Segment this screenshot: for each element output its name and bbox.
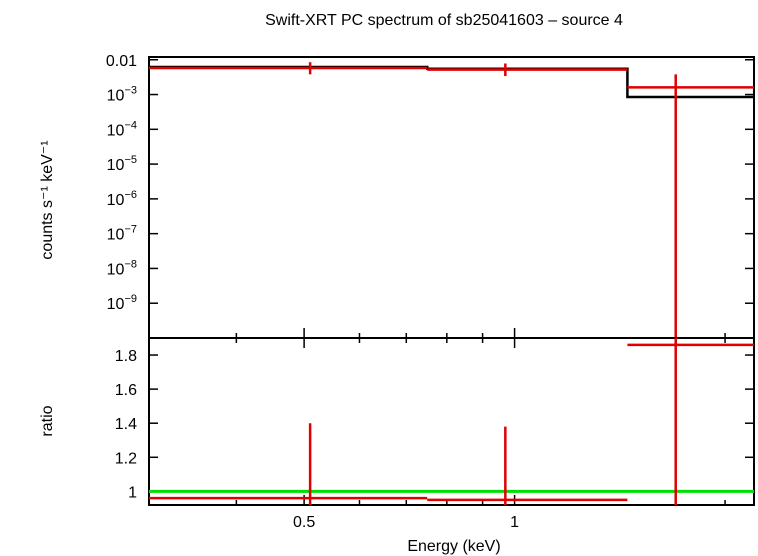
spectrum-y-tick-label: 10−8 xyxy=(107,258,137,278)
x-axis-label: Energy (keV) xyxy=(407,538,500,555)
model-step-line xyxy=(149,65,754,99)
spectrum-series xyxy=(149,62,754,338)
x-tick-label: 0.5 xyxy=(293,514,315,531)
ratio-y-axis-label: ratio xyxy=(39,405,56,436)
ratio-series xyxy=(149,338,754,505)
ratio-y-tick-label: 1.4 xyxy=(115,416,137,433)
spectrum-y-axis-label: counts s⁻¹ keV⁻¹ xyxy=(39,140,56,259)
ratio-y-tick-label: 1.6 xyxy=(115,382,137,399)
ratio-plot-frame xyxy=(148,337,755,506)
spectrum-y-tick-label: 10−9 xyxy=(107,293,137,313)
spectrum-y-tick-label: 10−3 xyxy=(107,85,137,105)
spectrum-y-tick-label: 10−4 xyxy=(107,119,137,139)
spectrum-y-axis-ticks: 0.01 10−3 10−4 10−5 10−6 10−7 10−8 10−9 xyxy=(106,53,754,313)
spectrum-y-tick-label: 10−7 xyxy=(107,224,137,244)
spectrum-y-tick-label: 10−6 xyxy=(107,189,137,209)
ratio-y-tick-label: 1.2 xyxy=(115,450,137,467)
spectrum-panel: 0.01 10−3 10−4 10−5 10−6 10−7 10−8 10−9 counts … xyxy=(39,53,755,339)
chart-title: Swift-XRT PC spectrum of sb25041603 – so… xyxy=(265,12,623,29)
x-tick-label: 1 xyxy=(510,514,519,531)
spectrum-y-tick-label: 10−5 xyxy=(107,154,137,174)
ratio-panel: 11.21.41.61.8 0.5 1 ratio Energy (keV) xyxy=(39,328,755,555)
spectrum-y-tick-label: 0.01 xyxy=(106,53,137,70)
ratio-y-axis-ticks: 1 1.2 1.4 1.6 1.8 xyxy=(115,348,754,501)
ratio-y-tick-label: 1.8 xyxy=(115,348,137,365)
ratio-x-axis-ticks: 0.5 1 xyxy=(235,328,726,531)
spectrum-plot-frame xyxy=(148,56,755,339)
ratio-y-tick-label: 1 xyxy=(128,484,137,501)
